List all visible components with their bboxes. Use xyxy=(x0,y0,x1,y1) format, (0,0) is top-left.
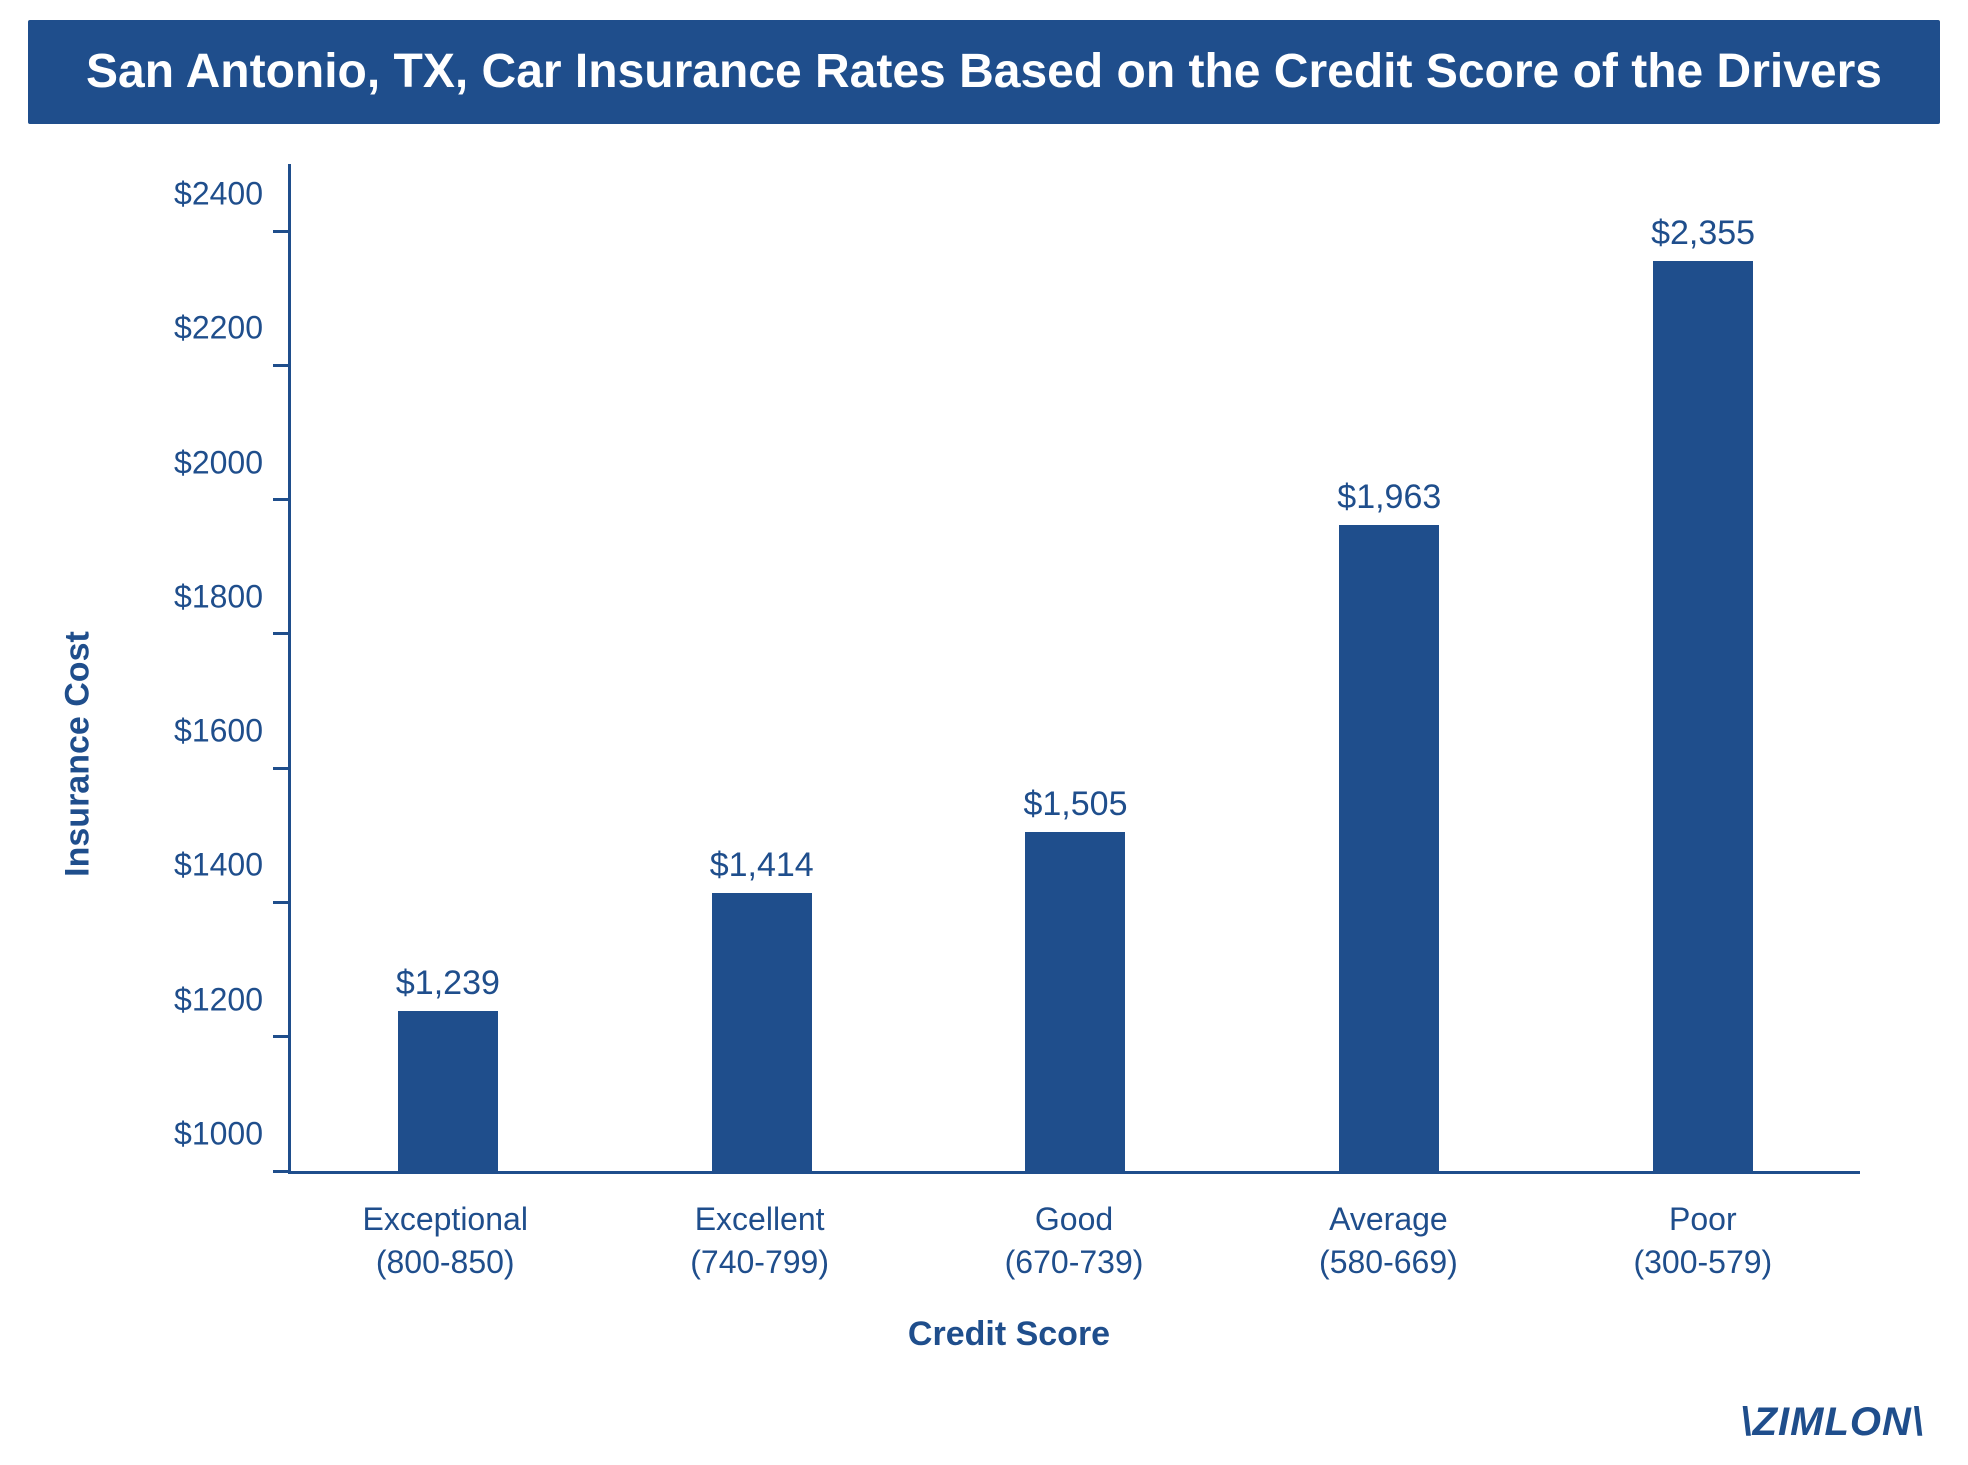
bar-value-label: $2,355 xyxy=(1651,214,1755,253)
chart-wrap: Insurance Cost $1000 $1200 $1400 $1600 $… xyxy=(118,164,1900,1344)
category-name: Poor xyxy=(1669,1201,1737,1237)
y-tick-label: $1600 xyxy=(174,713,263,750)
bar-rect xyxy=(1025,832,1125,1171)
bar-slot: $2,355 xyxy=(1546,164,1860,1171)
y-tick-label: $2400 xyxy=(174,176,263,213)
category-name: Excellent xyxy=(695,1201,825,1237)
category-range: (580-669) xyxy=(1319,1244,1458,1280)
bar-slot: $1,963 xyxy=(1232,164,1546,1171)
bars-row: $1,239 $1,414 $1,505 $1,963 $2,355 xyxy=(291,164,1860,1171)
bar-slot: $1,505 xyxy=(919,164,1233,1171)
plot-area: $1000 $1200 $1400 $1600 $1800 $2000 $220… xyxy=(288,164,1860,1174)
bar-slot: $1,414 xyxy=(605,164,919,1171)
bar-value-label: $1,239 xyxy=(396,964,500,1003)
y-tick-label: $1200 xyxy=(174,981,263,1018)
y-tick-label: $1800 xyxy=(174,578,263,615)
category-name: Exceptional xyxy=(362,1201,527,1237)
x-category-label: Poor (300-579) xyxy=(1546,1184,1860,1284)
y-tick xyxy=(273,364,291,367)
x-category-label: Average (580-669) xyxy=(1231,1184,1545,1284)
category-range: (740-799) xyxy=(690,1244,829,1280)
x-category-label: Good (670-739) xyxy=(917,1184,1231,1284)
category-range: (670-739) xyxy=(1005,1244,1144,1280)
chart-title: San Antonio, TX, Car Insurance Rates Bas… xyxy=(68,42,1900,102)
watermark-text: \ZIMLON\ xyxy=(1740,1400,1924,1445)
title-banner: San Antonio, TX, Car Insurance Rates Bas… xyxy=(28,20,1940,124)
y-tick-label: $2000 xyxy=(174,444,263,481)
y-tick xyxy=(273,230,291,233)
x-category-label: Exceptional (800-850) xyxy=(288,1184,602,1284)
bar-rect xyxy=(712,893,812,1171)
bar-rect xyxy=(398,1011,498,1171)
category-name: Good xyxy=(1035,1201,1113,1237)
y-tick xyxy=(273,498,291,501)
bar-value-label: $1,414 xyxy=(710,846,814,885)
chart-container: San Antonio, TX, Car Insurance Rates Bas… xyxy=(0,0,1968,1465)
y-tick-label: $2200 xyxy=(174,310,263,347)
x-category-label: Excellent (740-799) xyxy=(602,1184,916,1284)
category-range: (800-850) xyxy=(376,1244,515,1280)
y-tick xyxy=(273,1035,291,1038)
x-axis-label: Credit Score xyxy=(908,1315,1110,1354)
y-tick xyxy=(273,1170,291,1173)
bar-slot: $1,239 xyxy=(291,164,605,1171)
y-tick-label: $1400 xyxy=(174,847,263,884)
bar-rect xyxy=(1653,261,1753,1171)
category-range: (300-579) xyxy=(1633,1244,1772,1280)
y-tick xyxy=(273,632,291,635)
y-tick xyxy=(273,767,291,770)
category-name: Average xyxy=(1329,1201,1448,1237)
y-tick-label: $1000 xyxy=(174,1116,263,1153)
bar-value-label: $1,963 xyxy=(1337,478,1441,517)
y-tick xyxy=(273,901,291,904)
x-category-row: Exceptional (800-850) Excellent (740-799… xyxy=(288,1184,1860,1284)
bar-value-label: $1,505 xyxy=(1023,785,1127,824)
y-axis-label: Insurance Cost xyxy=(59,631,98,877)
bar-rect xyxy=(1339,525,1439,1171)
